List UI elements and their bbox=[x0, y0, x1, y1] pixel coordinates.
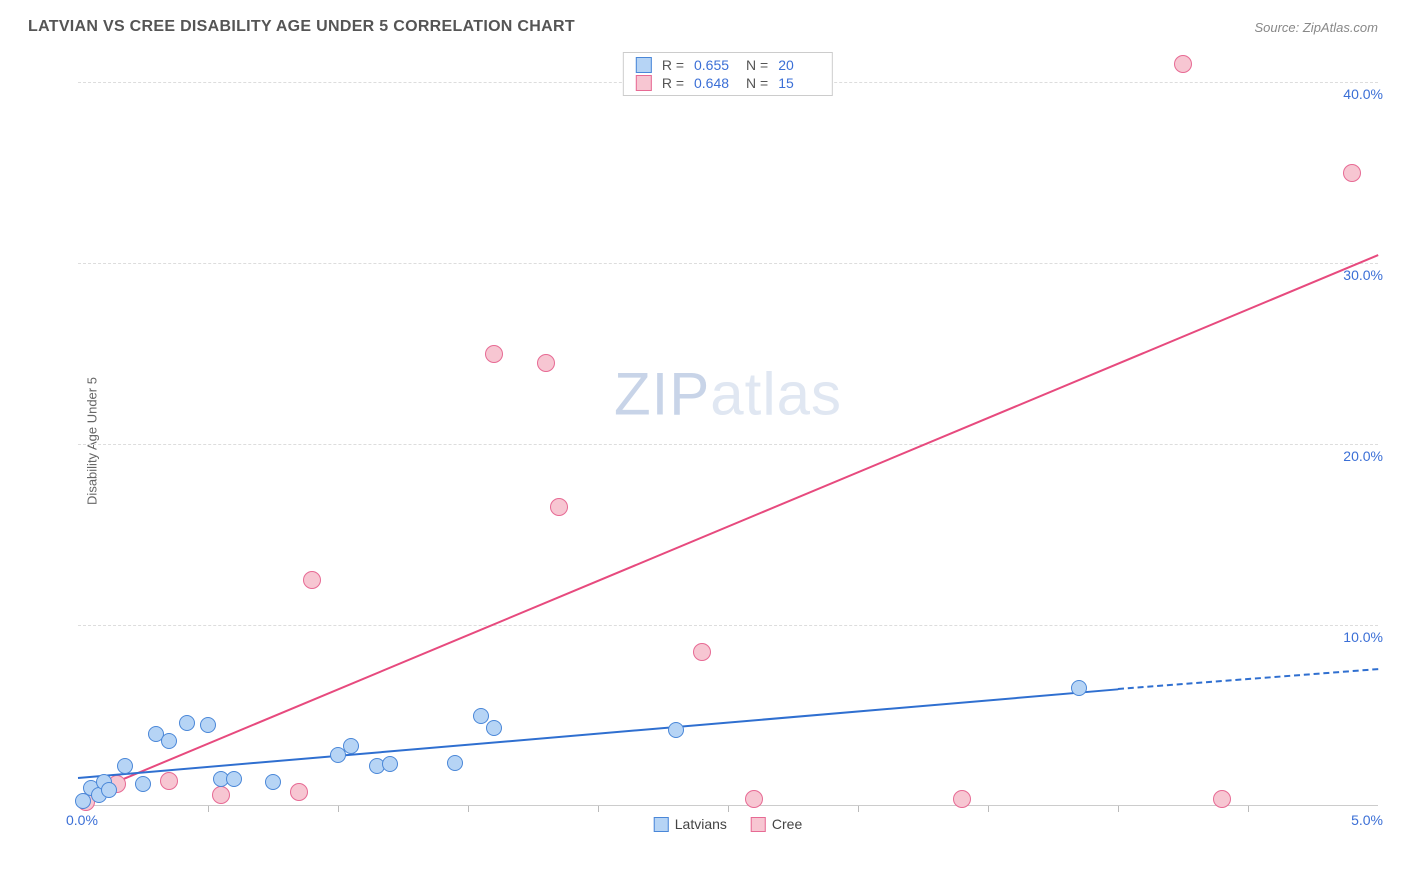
legend-row-latvians: R = 0.655 N = 20 bbox=[636, 57, 820, 73]
chart-area: Disability Age Under 5 ZIPatlas 10.0%20.… bbox=[78, 46, 1378, 836]
r-label: R = bbox=[662, 57, 684, 73]
data-point-cree bbox=[212, 786, 230, 804]
data-point-cree bbox=[160, 772, 178, 790]
watermark: ZIPatlas bbox=[614, 359, 842, 428]
data-point-latvians bbox=[343, 738, 359, 754]
data-point-cree bbox=[953, 790, 971, 808]
legend-item-latvians: Latvians bbox=[654, 816, 727, 832]
y-tick-label: 20.0% bbox=[1343, 448, 1383, 464]
legend-swatch bbox=[636, 57, 652, 73]
data-point-latvians bbox=[486, 720, 502, 736]
x-tick-label-min: 0.0% bbox=[66, 812, 98, 828]
data-point-latvians bbox=[117, 758, 133, 774]
legend-label: Cree bbox=[772, 816, 802, 832]
data-point-latvians bbox=[200, 717, 216, 733]
n-value: 15 bbox=[778, 75, 820, 91]
x-tick-mark bbox=[338, 806, 339, 812]
legend-label: Latvians bbox=[675, 816, 727, 832]
trend-line bbox=[1118, 668, 1378, 690]
trend-line bbox=[78, 254, 1379, 799]
data-point-latvians bbox=[473, 708, 489, 724]
r-value: 0.655 bbox=[694, 57, 736, 73]
data-point-cree bbox=[745, 790, 763, 808]
data-point-cree bbox=[1174, 55, 1192, 73]
data-point-cree bbox=[693, 643, 711, 661]
r-value: 0.648 bbox=[694, 75, 736, 91]
data-point-cree bbox=[550, 498, 568, 516]
data-point-cree bbox=[1343, 164, 1361, 182]
gridline-h bbox=[78, 625, 1378, 626]
data-point-latvians bbox=[265, 774, 281, 790]
data-point-latvians bbox=[179, 715, 195, 731]
x-tick-mark bbox=[1248, 806, 1249, 812]
x-tick-mark bbox=[598, 806, 599, 812]
data-point-latvians bbox=[226, 771, 242, 787]
data-point-latvians bbox=[101, 782, 117, 798]
x-tick-label-max: 5.0% bbox=[1351, 812, 1383, 828]
legend-swatch bbox=[751, 817, 766, 832]
data-point-latvians bbox=[161, 733, 177, 749]
n-value: 20 bbox=[778, 57, 820, 73]
data-point-cree bbox=[537, 354, 555, 372]
legend-swatch bbox=[654, 817, 669, 832]
gridline-h bbox=[78, 444, 1378, 445]
x-tick-mark bbox=[858, 806, 859, 812]
n-label: N = bbox=[746, 75, 768, 91]
x-tick-mark bbox=[728, 806, 729, 812]
series-legend: Latvians Cree bbox=[654, 816, 803, 832]
data-point-latvians bbox=[668, 722, 684, 738]
data-point-cree bbox=[290, 783, 308, 801]
data-point-cree bbox=[485, 345, 503, 363]
r-label: R = bbox=[662, 75, 684, 91]
legend-swatch bbox=[636, 75, 652, 91]
x-tick-mark bbox=[988, 806, 989, 812]
y-tick-label: 10.0% bbox=[1343, 629, 1383, 645]
data-point-latvians bbox=[1071, 680, 1087, 696]
legend-item-cree: Cree bbox=[751, 816, 802, 832]
data-point-cree bbox=[303, 571, 321, 589]
data-point-latvians bbox=[447, 755, 463, 771]
x-tick-mark bbox=[1118, 806, 1119, 812]
y-tick-label: 30.0% bbox=[1343, 267, 1383, 283]
y-tick-label: 40.0% bbox=[1343, 86, 1383, 102]
data-point-cree bbox=[1213, 790, 1231, 808]
n-label: N = bbox=[746, 57, 768, 73]
chart-title: LATVIAN VS CREE DISABILITY AGE UNDER 5 C… bbox=[28, 18, 575, 36]
legend-row-cree: R = 0.648 N = 15 bbox=[636, 75, 820, 91]
correlation-legend: R = 0.655 N = 20 R = 0.648 N = 15 bbox=[623, 52, 833, 96]
data-point-latvians bbox=[382, 756, 398, 772]
plot-region: ZIPatlas 10.0%20.0%30.0%40.0%0.0%5.0%R =… bbox=[78, 46, 1378, 836]
x-tick-mark bbox=[468, 806, 469, 812]
data-point-latvians bbox=[135, 776, 151, 792]
gridline-h bbox=[78, 263, 1378, 264]
x-tick-mark bbox=[208, 806, 209, 812]
source-attribution: Source: ZipAtlas.com bbox=[1254, 20, 1378, 35]
